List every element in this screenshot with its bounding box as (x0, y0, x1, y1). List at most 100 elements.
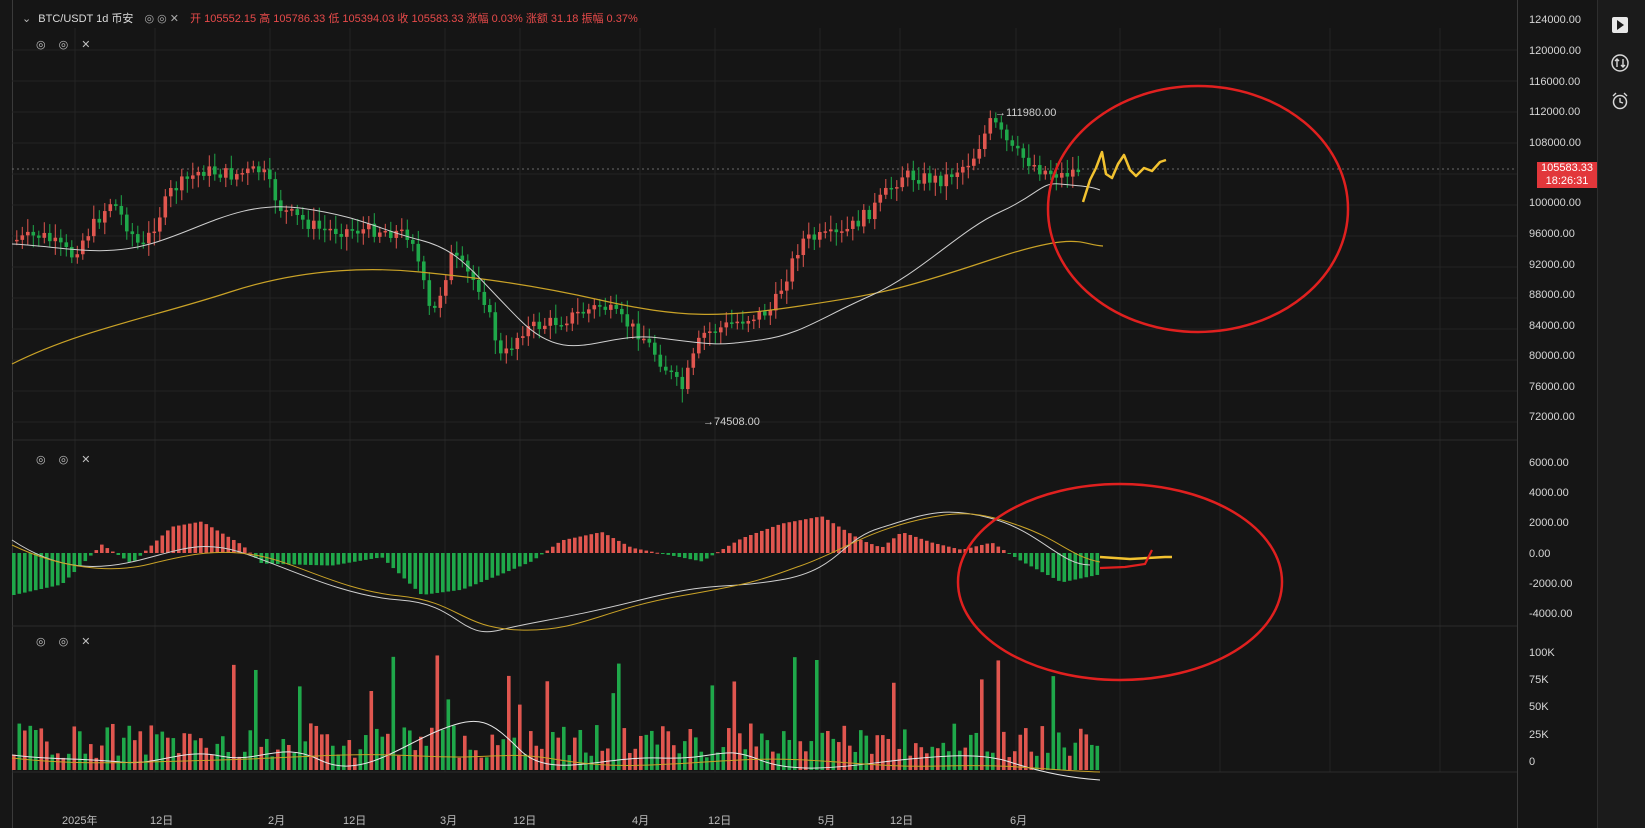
macd-bar (633, 548, 638, 553)
volume-bar (584, 752, 588, 770)
candle-body (983, 133, 987, 150)
volume-bar (523, 754, 528, 770)
macd-bar (534, 553, 539, 559)
candle-body (746, 321, 751, 324)
volume-bar (848, 745, 852, 770)
volume-bar (457, 757, 462, 770)
volume-bar (171, 738, 176, 770)
candle-body (906, 170, 910, 178)
candle-body (686, 367, 690, 390)
volume-bar (1040, 726, 1045, 770)
play-square-icon[interactable] (1609, 14, 1631, 36)
volume-bar (490, 734, 495, 770)
macd-bar (457, 553, 462, 591)
candle-body (284, 210, 289, 212)
macd-bar (501, 553, 506, 574)
volume-bar (474, 750, 478, 770)
candle-body (114, 204, 118, 206)
macd-bar (870, 544, 874, 553)
volume-bar (72, 726, 77, 770)
volume-bar (496, 745, 500, 770)
candle-body (81, 240, 85, 255)
macd-bar (793, 521, 797, 553)
volume-bar (666, 731, 671, 770)
candle-body (922, 173, 927, 184)
volume-bar (908, 755, 913, 770)
macd-bar (1062, 553, 1067, 582)
time-tick: 3月 (440, 815, 457, 827)
price-tick: 76000.00 (1529, 381, 1575, 393)
chart-canvas[interactable]: →111980.00 →74508.00 2025年 12日 2月 12日 3月 12日 4… (0, 0, 1517, 828)
macd-dea-line (11, 513, 1101, 631)
volume-bar (34, 730, 38, 770)
macd-bar (50, 553, 55, 587)
volume-bar (683, 741, 687, 770)
volume-bar (727, 728, 731, 770)
macd-bar (188, 523, 192, 553)
macd-bar (424, 553, 429, 595)
volume-bar (17, 723, 22, 770)
main-pane-controls[interactable]: ◎ ◎ ✕ (36, 39, 96, 51)
price-axis[interactable] (1517, 0, 1599, 828)
candle-body (389, 230, 393, 238)
candle-body (911, 170, 916, 181)
price-tick: 120000.00 (1529, 45, 1581, 57)
candle-body (328, 228, 333, 231)
candle-body (691, 353, 696, 368)
candle-body (559, 325, 564, 327)
macd-bar (914, 536, 918, 553)
volume-bar (331, 745, 335, 770)
candle-body (807, 234, 811, 239)
macd-bar (771, 526, 775, 553)
scribble-macd-red (1099, 549, 1153, 570)
volume-bar (892, 682, 896, 770)
macd-bar (765, 528, 770, 553)
macd-bar (1040, 553, 1045, 573)
candle-body (207, 166, 212, 176)
candle-body (631, 323, 635, 327)
volume-bar (160, 731, 165, 770)
volume-bar (952, 723, 957, 770)
candle-body (614, 304, 619, 309)
volume-bar (39, 728, 44, 770)
macd-bar (281, 553, 286, 565)
macd-bar (314, 553, 319, 566)
scribble-forecast (1081, 150, 1167, 203)
candle-body (405, 229, 410, 240)
volume-bar (809, 741, 814, 770)
alarm-clock-icon[interactable] (1609, 90, 1631, 112)
candle-body (609, 304, 613, 310)
macd-bar (364, 553, 368, 560)
candle-body (147, 232, 151, 244)
macd-bar (611, 538, 616, 553)
candle-body (928, 173, 932, 183)
countdown-timer: 18:26:31 (1545, 175, 1589, 187)
arrows-updown-icon[interactable] (1609, 52, 1631, 74)
macd-bar (226, 536, 231, 553)
chevron-down-icon[interactable]: ⌄ (22, 13, 32, 25)
macd-bar (518, 553, 522, 567)
candle-body (603, 306, 608, 310)
candle-body (950, 174, 954, 177)
macd-bar (397, 553, 401, 574)
volume-bar (78, 731, 82, 770)
candle-body (394, 230, 399, 238)
macd-tick: 0.00 (1529, 548, 1551, 560)
volume-bar (980, 679, 984, 770)
candle-body (218, 174, 223, 178)
macd-bar (969, 547, 973, 553)
volume-bar (820, 732, 825, 770)
visibility-icons[interactable]: ◎ ◎ ✕ (144, 13, 180, 25)
candle-body (213, 166, 217, 175)
macd-bar (622, 543, 627, 553)
time-axis: 2025年 12日 2月 12日 3月 12日 4月 12日 5月 12日 6月 (62, 813, 1027, 827)
macd-pane-controls[interactable]: ◎ ◎ ✕ (36, 454, 96, 466)
volume-bar (254, 669, 258, 770)
macd-bar (56, 553, 60, 586)
candle-body (779, 290, 784, 294)
chart-area[interactable] (12, 0, 1518, 828)
macd-bar (699, 553, 704, 562)
volume-bar (925, 753, 929, 770)
volume-pane-controls[interactable]: ◎ ◎ ✕ (36, 636, 96, 648)
current-price-tag: 105583.33 18:26:31 (1537, 162, 1597, 188)
